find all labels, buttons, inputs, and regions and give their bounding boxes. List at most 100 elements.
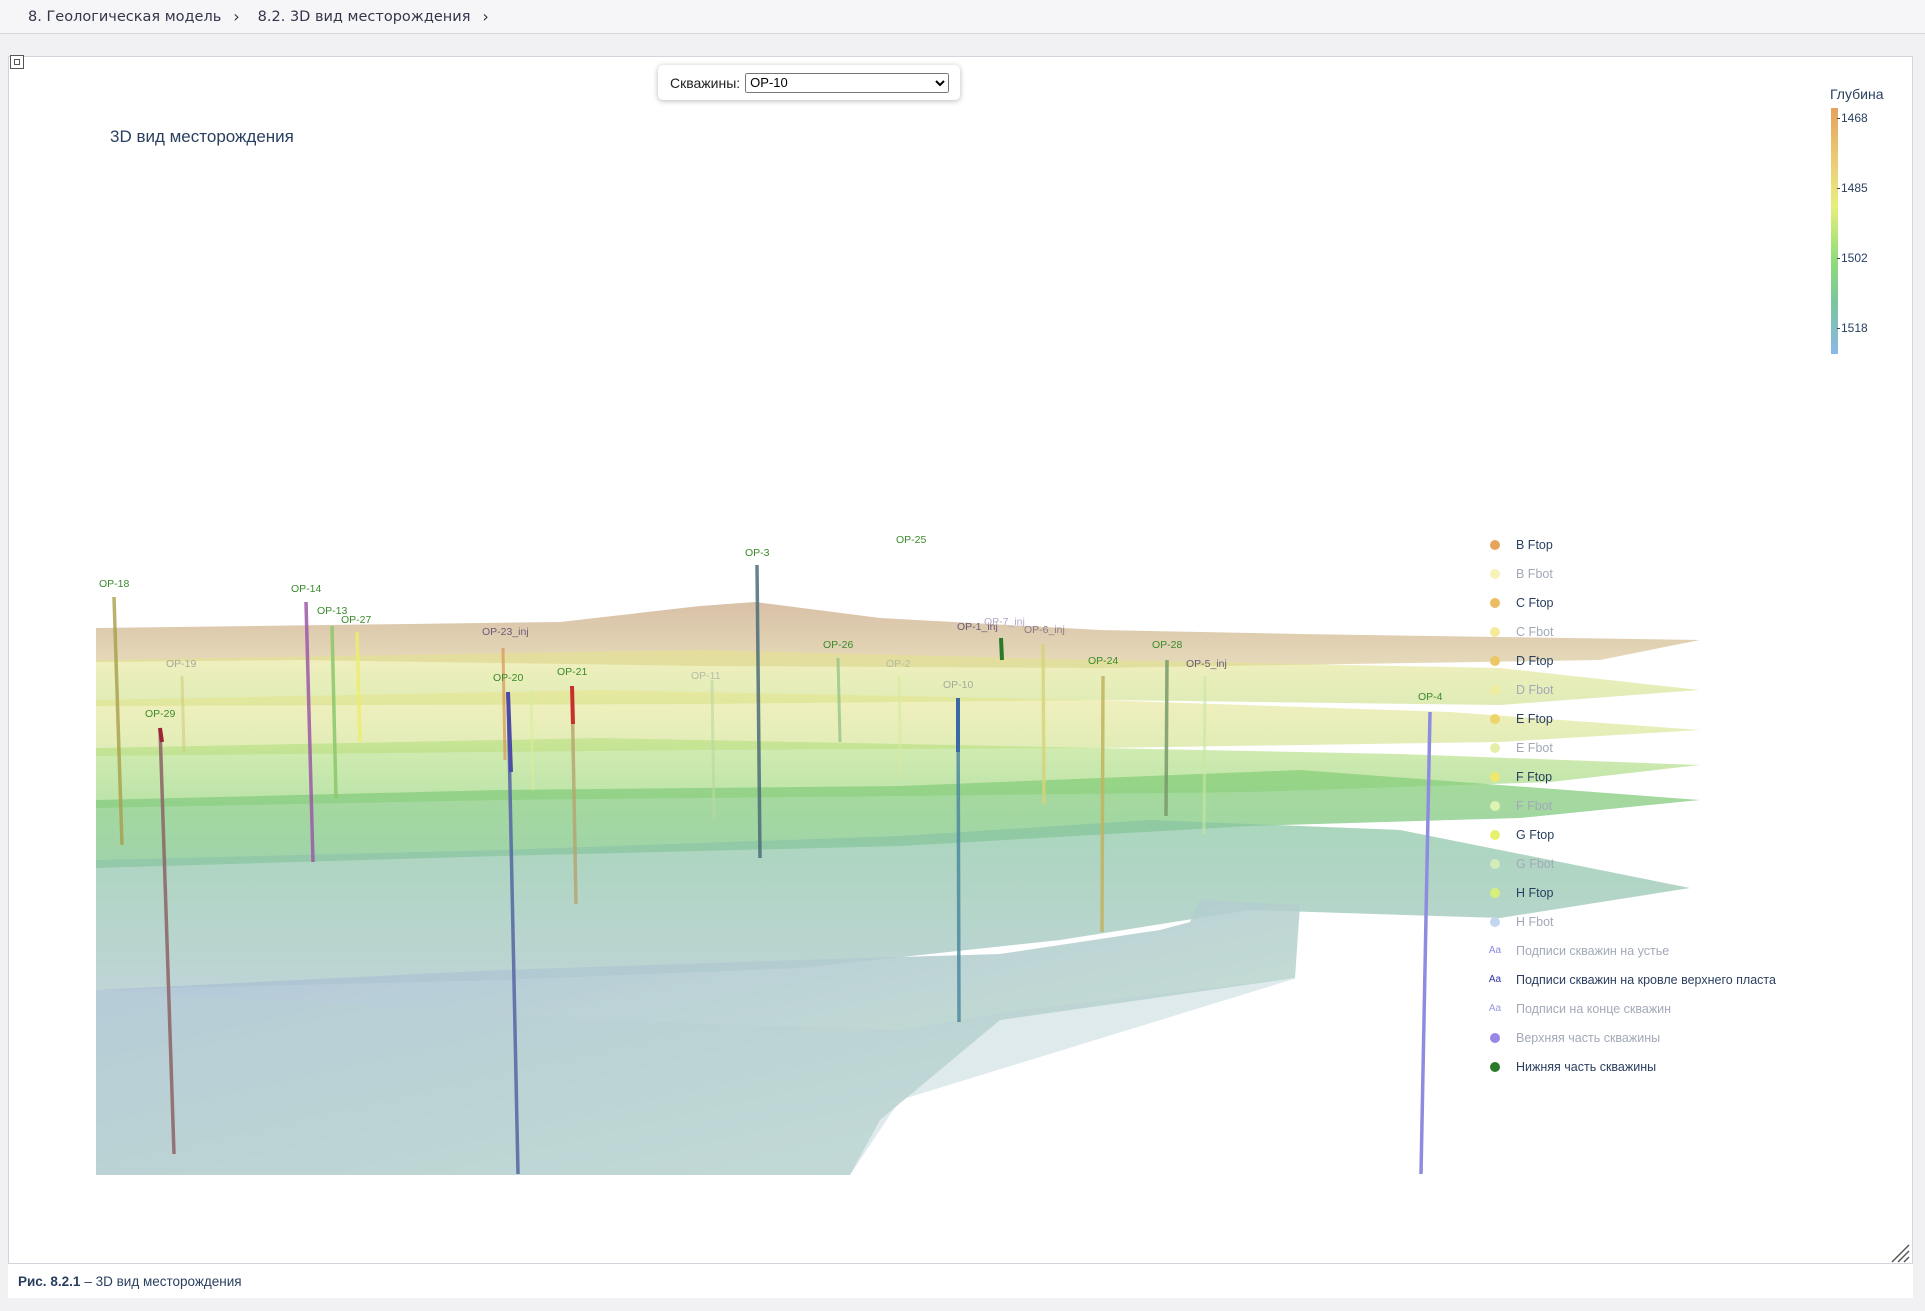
legend-dot-icon	[1489, 684, 1501, 695]
well-label: OP-14	[291, 583, 322, 595]
legend-label: E Fbot	[1516, 740, 1553, 755]
legend-label: F Ftop	[1516, 769, 1553, 784]
well-selector-label: Скважины:	[670, 74, 741, 91]
legend-label: Подписи на конце скважин	[1516, 1001, 1672, 1016]
well-label: OP-3	[745, 547, 770, 559]
legend-item[interactable]: F Fbot	[1480, 791, 1800, 820]
resize-handle-icon[interactable]	[1890, 1243, 1910, 1263]
legend-dot-icon	[1489, 539, 1501, 550]
legend-text-marker-icon: Aa	[1488, 974, 1502, 985]
legend-item[interactable]: E Fbot	[1480, 733, 1800, 762]
legend-dot-icon	[1489, 713, 1501, 724]
breadcrumb-item-3d-view[interactable]: 8.2. 3D вид месторождения	[257, 8, 471, 25]
well-labels: OP-18 OP-19 OP-29 OP-14 OP-13 OP-27 OP-2…	[99, 534, 1443, 720]
well-selector: Скважины: OP-10	[658, 65, 960, 100]
well-label: OP-29	[145, 708, 176, 720]
plot-title: 3D вид месторождения	[110, 127, 294, 146]
legend-item[interactable]: B Fbot	[1480, 559, 1800, 588]
well-label: OP-24	[1088, 655, 1119, 667]
well-label: OP-28	[1152, 639, 1183, 651]
well-label: OP-10	[943, 679, 974, 691]
legend-dot-icon	[1489, 597, 1501, 608]
legend-item[interactable]: C Ftop	[1480, 588, 1800, 617]
legend-dot-icon	[1489, 829, 1501, 840]
legend: B Ftop B Fbot C Ftop C Fbot D Ftop D Fbot E Ft…	[1480, 530, 1800, 1081]
legend-item[interactable]: H Ftop	[1480, 878, 1800, 907]
legend-item[interactable]: H Fbot	[1480, 907, 1800, 936]
well-label: OP-11	[691, 670, 721, 682]
colorbar-tick: 1502	[1837, 251, 1868, 265]
legend-label: Нижняя часть скважины	[1516, 1059, 1657, 1074]
legend-item[interactable]: F Ftop	[1480, 762, 1800, 791]
legend-dot-icon	[1489, 626, 1501, 637]
legend-dot-icon	[1489, 916, 1501, 927]
legend-dot-icon	[1489, 568, 1501, 579]
legend-item[interactable]: Aa Подписи скважин на устье	[1480, 936, 1800, 965]
legend-dot-icon	[1489, 800, 1501, 811]
legend-label: B Ftop	[1516, 537, 1553, 552]
well-label: OP-20	[493, 672, 524, 684]
legend-item[interactable]: Верхняя часть скважины	[1480, 1023, 1800, 1052]
wells	[112, 564, 1432, 1175]
well-label: OP-2	[886, 658, 911, 670]
legend-item[interactable]: B Ftop	[1480, 530, 1800, 559]
well-label: OP-7_inj	[984, 616, 1025, 628]
legend-dot-icon	[1489, 655, 1501, 666]
well-label: OP-21	[557, 666, 588, 678]
caption-text: – 3D вид месторождения	[84, 1273, 242, 1289]
legend-item[interactable]: Aa Подписи скважин на кровле верхнего пла…	[1480, 965, 1800, 994]
well-label: OP-4	[1418, 691, 1443, 703]
colorbar-tick: 1485	[1837, 181, 1868, 195]
legend-text-marker-icon: Aa	[1488, 1003, 1502, 1014]
legend-item[interactable]: G Ftop	[1480, 820, 1800, 849]
legend-label: H Fbot	[1516, 914, 1554, 929]
caption-number: Рис. 8.2.1	[18, 1273, 81, 1289]
legend-label: G Fbot	[1516, 856, 1555, 871]
well-label: OP-5_inj	[1186, 658, 1227, 670]
legend-label: Подписи скважин на кровле верхнего пласт…	[1516, 972, 1776, 987]
well-label: OP-18	[99, 578, 130, 590]
legend-dot-icon	[1489, 771, 1501, 782]
expand-icon[interactable]	[10, 55, 24, 69]
legend-dot-icon	[1489, 1032, 1501, 1043]
legend-text-marker-icon: Aa	[1488, 945, 1502, 956]
legend-dot-icon	[1489, 887, 1501, 898]
legend-label: F Fbot	[1516, 798, 1553, 813]
breadcrumb-item-geological-model[interactable]: 8. Геологическая модель	[28, 8, 222, 25]
legend-label: D Ftop	[1516, 653, 1554, 668]
legend-label: E Ftop	[1516, 711, 1553, 726]
horizon-surfaces	[96, 602, 1700, 1175]
legend-label: C Ftop	[1516, 595, 1554, 610]
breadcrumb-separator: ›	[482, 7, 489, 26]
legend-dot-icon	[1489, 1061, 1501, 1072]
well-label: OP-25	[896, 534, 927, 546]
well-label: OP-1_inj	[957, 621, 998, 633]
legend-label: D Fbot	[1516, 682, 1554, 697]
legend-label: H Ftop	[1516, 885, 1554, 900]
legend-label: Верхняя часть скважины	[1516, 1030, 1661, 1045]
legend-label: Подписи скважин на устье	[1516, 943, 1670, 958]
well-label: OP-26	[823, 639, 854, 651]
legend-item[interactable]: Нижняя часть скважины	[1480, 1052, 1800, 1081]
well-label: OP-13	[317, 605, 348, 617]
legend-item[interactable]: G Fbot	[1480, 849, 1800, 878]
colorbar-title: Глубина	[1830, 86, 1884, 102]
well-label: OP-23_inj	[482, 626, 529, 638]
legend-item[interactable]: Aa Подписи на конце скважин	[1480, 994, 1800, 1023]
colorbar	[1831, 108, 1838, 354]
legend-label: B Fbot	[1516, 566, 1553, 581]
legend-item[interactable]: E Ftop	[1480, 704, 1800, 733]
legend-label: G Ftop	[1516, 827, 1555, 842]
legend-item[interactable]: D Ftop	[1480, 646, 1800, 675]
breadcrumb: 8. Геологическая модель › 8.2. 3D вид ме…	[0, 0, 1925, 34]
well-label: OP-6_inj	[1024, 624, 1065, 636]
well-label: OP-27	[341, 614, 372, 626]
well-select-dropdown[interactable]: OP-10	[745, 72, 950, 93]
legend-dot-icon	[1489, 858, 1501, 869]
legend-item[interactable]: C Fbot	[1480, 617, 1800, 646]
legend-label: C Fbot	[1516, 624, 1554, 639]
legend-item[interactable]: D Fbot	[1480, 675, 1800, 704]
colorbar-tick: 1518	[1837, 321, 1868, 335]
figure-caption: Рис. 8.2.1 – 3D вид месторождения	[8, 1263, 1913, 1298]
